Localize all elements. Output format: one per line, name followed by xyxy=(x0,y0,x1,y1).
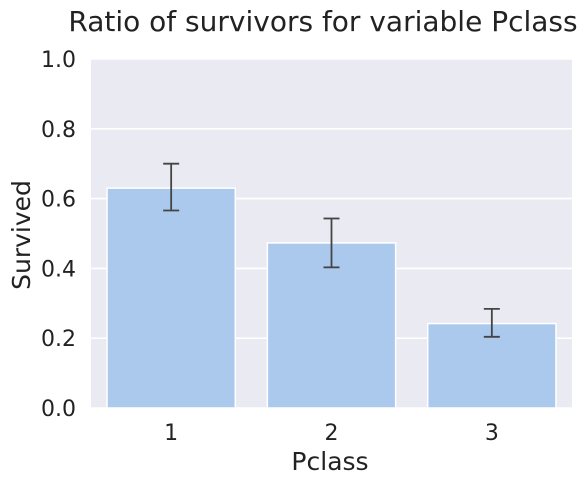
x-tick-label: 1 xyxy=(164,421,178,446)
bar-pclass-1 xyxy=(106,187,237,409)
bars xyxy=(106,187,557,409)
y-tick-label: 1.0 xyxy=(41,48,76,73)
x-axis-ticks: 1 2 3 xyxy=(164,421,499,446)
x-axis-label: Pclass xyxy=(291,447,368,476)
error-bar-pclass-1 xyxy=(163,162,180,212)
chart-title: Ratio of survivors for variable Pclass xyxy=(68,5,577,38)
error-bar-pclass-3 xyxy=(483,307,500,338)
x-tick-label: 3 xyxy=(485,421,499,446)
error-bars xyxy=(163,162,500,338)
bar-pclass-2 xyxy=(266,242,397,409)
error-bar-pclass-2 xyxy=(323,217,340,269)
y-tick-label: 0.8 xyxy=(41,118,76,143)
y-tick-label: 0.2 xyxy=(41,327,76,352)
y-tick-label: 0.6 xyxy=(41,188,76,213)
y-axis-label: Survived xyxy=(7,180,36,290)
y-tick-label: 0.0 xyxy=(41,397,76,422)
y-axis-ticks: 0.0 0.2 0.4 0.6 0.8 1.0 xyxy=(41,48,76,422)
y-tick-label: 0.4 xyxy=(41,257,76,282)
x-tick-label: 2 xyxy=(325,421,339,446)
